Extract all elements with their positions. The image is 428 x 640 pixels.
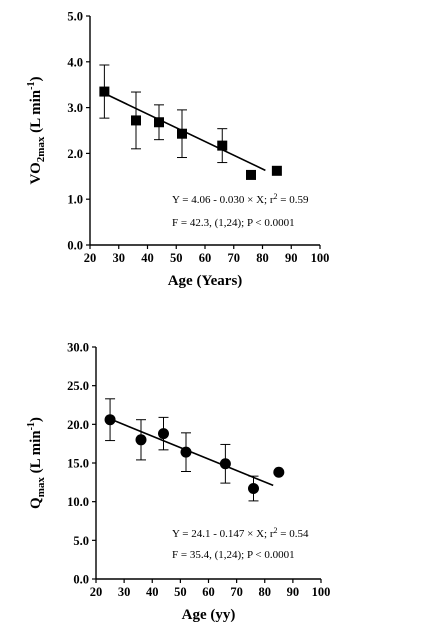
x-tick-label: 100 — [311, 251, 330, 265]
y-tick-label: 0.0 — [67, 239, 83, 253]
y-tick-label: 0.0 — [73, 573, 89, 587]
annotation-2: F = 35.4, (1,24); P < 0.0001 — [172, 549, 295, 561]
data-point — [135, 434, 147, 446]
y-axis-title-letter: Q — [28, 497, 44, 509]
data-point — [217, 140, 228, 151]
annotation-1: Y = 4.06 - 0.030 × X; r2 = 0.59 — [172, 192, 309, 206]
x-axis-title: Age (Years) — [168, 273, 243, 289]
x-tick-label: 50 — [170, 251, 183, 265]
x-tick-label: 20 — [84, 251, 97, 265]
x-tick-label: 90 — [285, 251, 298, 265]
data-point — [248, 483, 259, 495]
y-tick-label: 20.0 — [67, 418, 89, 432]
data-point — [154, 117, 164, 128]
x-tick-label: 90 — [287, 585, 300, 599]
y-tick-label: 25.0 — [67, 379, 89, 393]
y-tick-label: 10.0 — [67, 495, 89, 509]
annotation-2: F = 42.3, (1,24); P < 0.0001 — [172, 217, 295, 229]
chart-panel-1: 0.0 1.0 2.0 3.0 4.0 5.0 20 30 40 50 60 70 80 90 100 Age… — [26, 10, 329, 290]
x-tick-label: 30 — [118, 585, 131, 599]
chart-panel-2: 0.0 5.0 10.0 15.0 20.0 25.0 30.0 20 30 40 50 60 70 80… — [26, 341, 330, 624]
x-tick-label: 60 — [202, 585, 215, 599]
x-tick-label: 80 — [259, 585, 272, 599]
data-point — [246, 169, 256, 180]
data-point — [180, 446, 192, 458]
data-point — [99, 86, 110, 97]
data-point — [158, 428, 169, 440]
x-tick-label: 30 — [113, 251, 126, 265]
y-tick-label: 30.0 — [67, 341, 89, 355]
y-axis-title: Qmax (L min-1) — [26, 417, 47, 509]
y-tick-label: 2.0 — [67, 147, 83, 161]
data-point — [131, 115, 141, 126]
data-point — [271, 165, 282, 176]
y-axis-title-letter: V — [28, 173, 44, 184]
x-tick-label: 40 — [141, 251, 154, 265]
data-point — [219, 458, 231, 470]
x-axis-title: Age (yy) — [182, 607, 236, 623]
regression-line — [109, 418, 274, 487]
x-tick-label: 80 — [256, 251, 269, 265]
x-tick-label: 40 — [146, 585, 159, 599]
annotation-1: Y = 24.1 - 0.147 × X; r2 = 0.54 — [172, 526, 309, 540]
y-tick-label: 5.0 — [73, 534, 89, 548]
x-tick-label: 70 — [230, 585, 243, 599]
x-tick-label: 70 — [228, 251, 241, 265]
x-tick-label: 100 — [312, 585, 331, 599]
y-tick-label: 15.0 — [67, 457, 89, 471]
x-tick-label: 60 — [199, 251, 212, 265]
data-point — [104, 414, 116, 426]
y-tick-label: 1.0 — [67, 193, 83, 207]
data-point — [273, 466, 285, 478]
data-point — [177, 128, 187, 139]
y-tick-label: 3.0 — [67, 101, 83, 115]
y-tick-label: 4.0 — [67, 55, 83, 69]
y-axis-title: VO2max (L min-1) — [26, 77, 47, 185]
y-tick-label: 5.0 — [67, 10, 83, 24]
x-tick-label: 20 — [90, 585, 103, 599]
x-tick-label: 50 — [174, 585, 187, 599]
